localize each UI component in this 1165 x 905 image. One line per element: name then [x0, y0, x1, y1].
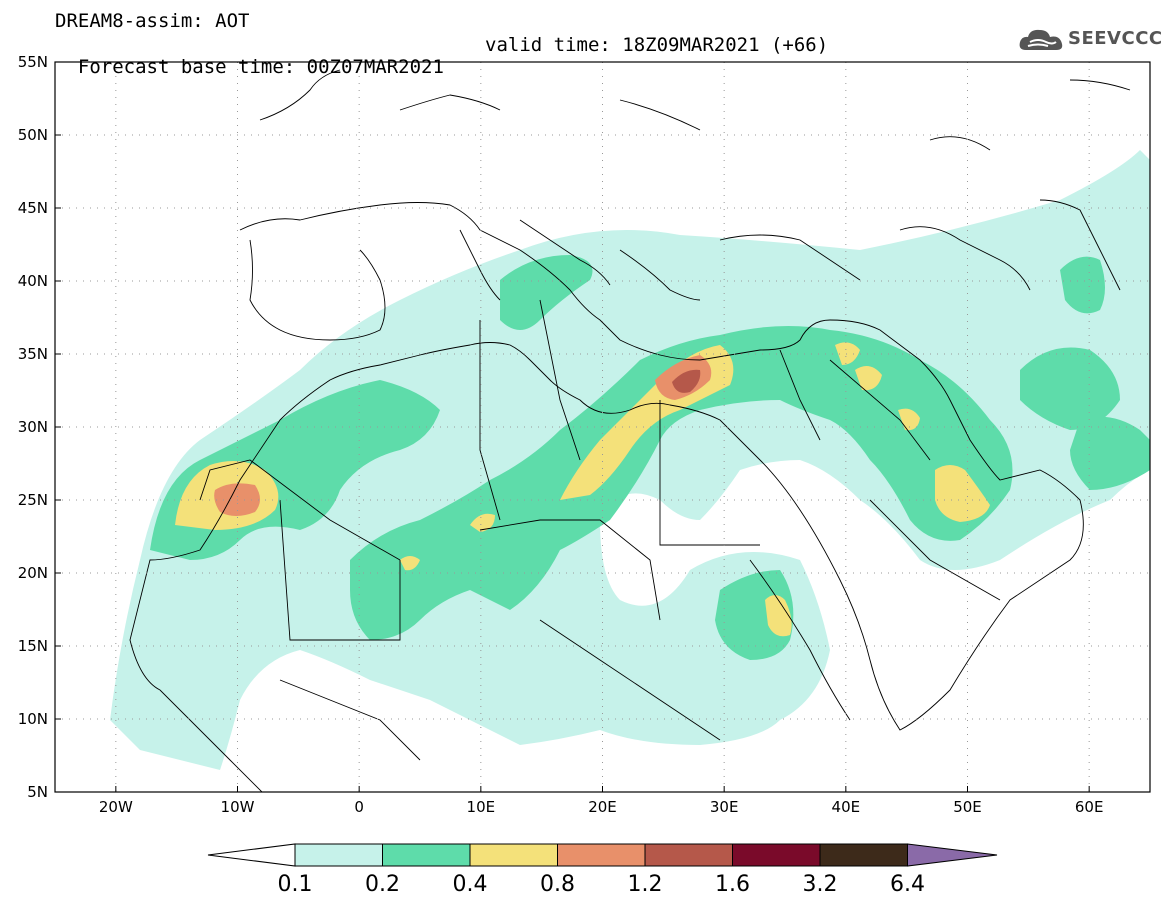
colorbar-label: 3.2	[802, 872, 838, 897]
colorbar-label: 6.4	[890, 872, 925, 897]
lat-label: 50N	[17, 126, 48, 144]
lon-label: 40E	[831, 798, 861, 816]
lat-label: 35N	[17, 345, 48, 363]
lon-label: 60E	[1074, 798, 1104, 816]
lon-label: 50E	[953, 798, 982, 816]
map-subtitle: Forecast base time: 00Z07MAR2021 valid t…	[55, 34, 828, 100]
lon-label: 20E	[588, 798, 617, 816]
valid-time: valid time: 18Z09MAR2021 (+66)	[485, 34, 829, 56]
lon-label: 10E	[466, 798, 496, 816]
aot-level-1.2	[672, 369, 701, 393]
colorbar-swatch	[644, 843, 733, 867]
colorbar-swatch	[469, 843, 558, 867]
lat-label: 10N	[17, 710, 48, 728]
axis-ticks	[55, 61, 1090, 793]
lat-label: 5N	[27, 783, 48, 801]
lon-label: 10W	[220, 798, 255, 816]
logo-text: SEEVCCC	[1068, 28, 1163, 49]
lat-label: 30N	[17, 418, 48, 436]
map-gridlines	[55, 62, 1150, 792]
lon-label: 0	[354, 798, 364, 816]
colorbar-label: 1.2	[627, 872, 663, 897]
lon-label: 30E	[709, 798, 739, 816]
coastlines	[129, 69, 1131, 792]
colorbar-swatch	[382, 843, 471, 867]
lat-label: 25N	[17, 491, 48, 509]
lon-label: 20W	[98, 798, 133, 816]
colorbar-over-arrow	[907, 843, 998, 867]
colorbar	[207, 843, 998, 867]
colorbar-swatch	[819, 843, 908, 867]
colorbar-label: 0.4	[452, 872, 488, 897]
lat-label: 40N	[17, 272, 48, 290]
colorbar-under-arrow	[207, 843, 296, 867]
colorbar-label: 0.2	[365, 872, 400, 897]
lat-label: 45N	[17, 199, 48, 217]
lat-label: 15N	[17, 637, 48, 655]
seevccc-logo: SEEVCCC	[1018, 26, 1162, 56]
map-title: DREAM8-assim: AOT	[55, 10, 250, 32]
colorbar-label: 1.6	[715, 872, 750, 897]
colorbar-label: 0.8	[540, 872, 575, 897]
colorbar-swatch	[732, 843, 821, 867]
lat-label: 20N	[17, 564, 48, 582]
colorbar-label: 0.1	[277, 872, 313, 897]
colorbar-swatch	[557, 843, 646, 867]
colorbar-swatch	[294, 843, 383, 867]
lat-label: 55N	[17, 53, 48, 71]
cloud-icon	[1019, 29, 1063, 50]
